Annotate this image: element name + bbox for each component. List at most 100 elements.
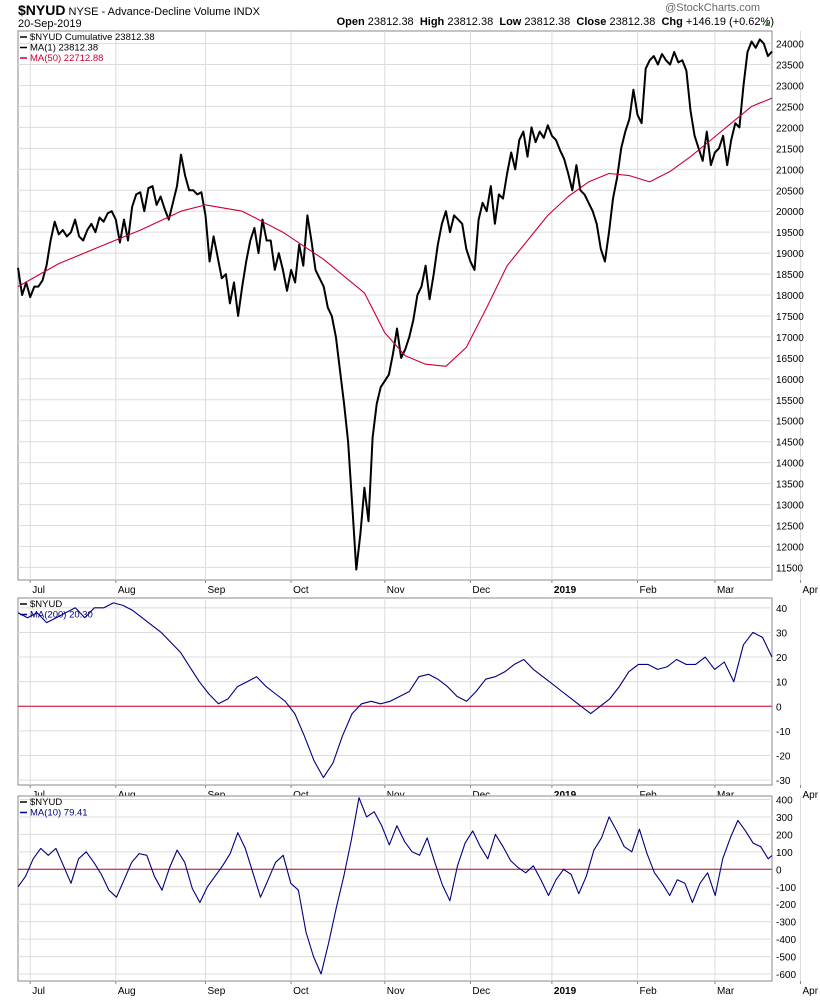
y-tick-label: 19500 — [776, 228, 804, 239]
x-tick-label: Jul — [32, 986, 45, 997]
y-tick-label: 13000 — [776, 501, 804, 512]
y-tick-label: -10 — [776, 727, 791, 738]
x-tick-label: Apr — [803, 986, 819, 997]
y-tick-label: 12000 — [776, 542, 804, 553]
y-tick-label: 19000 — [776, 249, 804, 260]
y-tick-label: -600 — [776, 970, 796, 981]
y-tick-label: 18000 — [776, 291, 804, 302]
legend-entry: $NYUD Cumulative 23812.38 — [30, 32, 155, 43]
series-line--nyud-cumulative — [17, 38, 773, 571]
y-tick-label: 0 — [776, 865, 782, 876]
security-name: NYSE - Advance-Decline Volume — [68, 6, 231, 18]
legend-entry: MA(10) 79.41 — [30, 808, 88, 819]
x-tick-label: Apr — [803, 790, 819, 801]
x-tick-label: Dec — [472, 986, 490, 997]
y-tick-label: 16500 — [776, 354, 804, 365]
y-tick-label: 300 — [776, 813, 793, 824]
chg-value: +146.19 (+0.62%) — [685, 16, 774, 28]
x-tick-label: Apr — [803, 585, 819, 596]
x-tick-label: Oct — [293, 986, 309, 997]
series-line-ma-10- — [17, 797, 773, 975]
low-value: 23812.38 — [524, 16, 571, 28]
up-arrow-icon: ▲ — [763, 18, 772, 28]
quote-bar: Open 23812.38 High 23812.38 Low 23812.38… — [337, 16, 774, 28]
chart-date: 20-Sep-2019 — [18, 18, 82, 30]
price-panel: 11500 12000 12500 13000 13500 14000 14500 15000… — [17, 30, 819, 596]
y-tick-label: 11500 — [776, 563, 804, 574]
y-tick-label: -500 — [776, 953, 796, 964]
y-tick-label: 17000 — [776, 333, 804, 344]
open-value: 23812.38 — [367, 16, 414, 28]
ma10-frame — [17, 795, 773, 982]
y-tick-label: 40 — [776, 604, 788, 615]
y-tick-label: -30 — [776, 776, 791, 787]
x-tick-label: 2019 — [554, 585, 577, 596]
x-tick-label: Aug — [118, 986, 136, 997]
y-tick-label: 17500 — [776, 312, 804, 323]
y-tick-label: 20500 — [776, 186, 804, 197]
y-tick-label: 30 — [776, 628, 788, 639]
y-tick-label: 13500 — [776, 480, 804, 491]
x-tick-label: Mar — [717, 986, 735, 997]
y-tick-label: 10 — [776, 678, 788, 689]
x-tick-label: Dec — [472, 585, 490, 596]
symbol: $NYUD — [18, 2, 66, 18]
close-value: 23812.38 — [609, 16, 656, 28]
x-tick-label: Aug — [118, 585, 136, 596]
y-tick-label: 22000 — [776, 123, 804, 134]
x-tick-label: Sep — [207, 986, 225, 997]
y-tick-label: -100 — [776, 883, 796, 894]
y-tick-label: 14000 — [776, 459, 804, 470]
y-tick-label: 21000 — [776, 165, 804, 176]
price-frame — [17, 30, 773, 581]
y-tick-label: 0 — [776, 702, 782, 713]
chg-label: Chg — [661, 16, 683, 28]
brand-logo: @StockCharts.com — [665, 2, 760, 14]
y-tick-label: 15000 — [776, 417, 804, 428]
close-label: Close — [576, 16, 607, 28]
y-tick-label: -300 — [776, 918, 796, 929]
y-tick-label: 400 — [776, 795, 793, 806]
y-tick-label: 200 — [776, 830, 793, 841]
y-tick-label: 22500 — [776, 102, 804, 113]
legend-entry: MA(50) 22712.88 — [30, 53, 103, 64]
y-tick-label: 16000 — [776, 375, 804, 386]
ma200-frame — [17, 597, 773, 786]
y-tick-label: 12500 — [776, 522, 804, 533]
legend-entry: MA(200) 20.30 — [30, 610, 93, 621]
ma10-panel: -600 -500 -400 -300 -200 -100 0 100 200 300 400 $NY… — [17, 795, 819, 997]
series-line-ma-50- — [17, 97, 773, 367]
x-tick-label: Jul — [32, 585, 45, 596]
y-tick-label: 23000 — [776, 81, 804, 92]
y-tick-label: 14500 — [776, 438, 804, 449]
y-tick-label: -400 — [776, 935, 796, 946]
y-tick-label: 20000 — [776, 207, 804, 218]
chart-title: $NYUD NYSE - Advance-Decline Volume INDX — [18, 2, 260, 18]
x-tick-label: Nov — [387, 986, 405, 997]
y-tick-label: 100 — [776, 848, 793, 859]
open-label: Open — [336, 16, 365, 28]
legend-entry: $NYUD — [30, 797, 62, 808]
x-tick-label: Feb — [640, 986, 658, 997]
y-tick-label: 21500 — [776, 144, 804, 155]
y-tick-label: 20 — [776, 653, 788, 664]
high-label: High — [419, 16, 445, 28]
x-tick-label: Sep — [207, 585, 225, 596]
legend-entry: $NYUD — [30, 599, 62, 610]
y-tick-label: 18500 — [776, 270, 804, 281]
y-tick-label: -20 — [776, 751, 791, 762]
x-tick-label: Nov — [387, 585, 405, 596]
y-tick-label: 15500 — [776, 396, 804, 407]
low-label: Low — [499, 16, 522, 28]
series-line-ma-200- — [17, 602, 773, 779]
x-tick-label: 2019 — [554, 986, 577, 997]
x-tick-label: Mar — [717, 585, 735, 596]
y-tick-label: 24000 — [776, 40, 804, 51]
exchange: INDX — [233, 6, 260, 18]
legend-entry: MA(1) 23812.38 — [30, 43, 98, 54]
y-tick-label: 23500 — [776, 61, 804, 72]
y-tick-label: -200 — [776, 900, 796, 911]
